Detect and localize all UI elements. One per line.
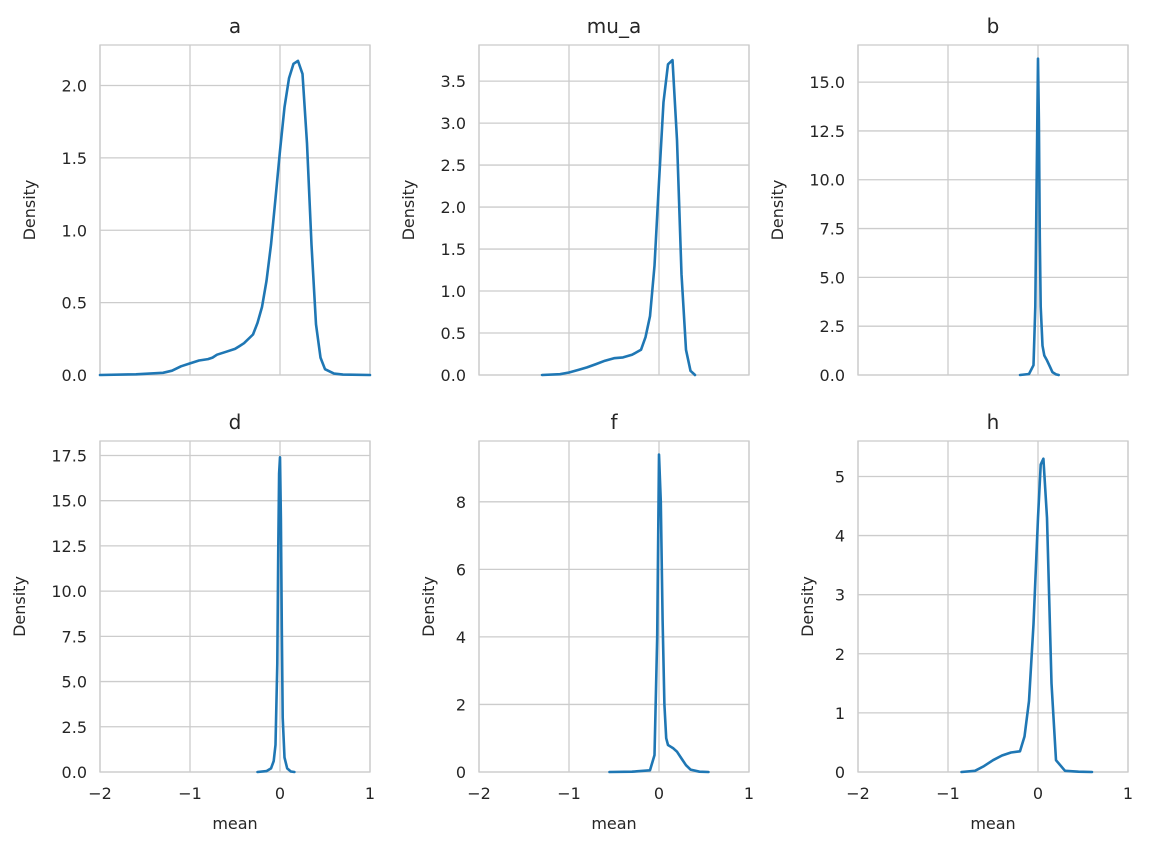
y-tick-label: 2.0 (441, 198, 466, 217)
y-tick-label: 0.5 (62, 294, 87, 313)
y-tick-label: 1.0 (62, 221, 87, 240)
plot-frame (99, 44, 371, 376)
y-tick-label: 0 (456, 763, 466, 782)
density-curve (1018, 57, 1060, 377)
y-tick-label: 10.0 (809, 171, 845, 190)
subplot-title: mu_a (587, 14, 641, 38)
y-tick-label: 2 (456, 695, 466, 714)
y-tick-label: 1.5 (441, 240, 466, 259)
plot-frame (857, 440, 1129, 773)
y-tick-label: 8 (456, 493, 466, 512)
y-tick-label: 7.5 (820, 220, 845, 239)
y-tick-label: 4 (835, 527, 845, 546)
density-curve (960, 457, 1094, 774)
x-tick-label: −1 (557, 784, 581, 803)
subplot-5: −2 −1 0 1 0 2 4 6 8 f Density mean (419, 410, 754, 833)
y-tick-label: 2.0 (62, 77, 87, 96)
subplot-title: b (987, 14, 1000, 38)
density-curve (540, 58, 697, 377)
x-axis-label: mean (970, 814, 1015, 833)
x-tick-label: −2 (88, 784, 112, 803)
y-axis-label: Density (10, 576, 29, 637)
y-axis-label: Density (419, 576, 438, 637)
y-tick-label: 15.0 (51, 492, 87, 511)
y-tick-label: 1.5 (62, 149, 87, 168)
x-tick-label: −2 (467, 784, 491, 803)
y-tick-label: 1 (835, 704, 845, 723)
subplot-title: f (610, 410, 618, 434)
y-tick-label: 5.0 (820, 268, 845, 287)
y-axis-label: Density (798, 576, 817, 637)
y-tick-label: 7.5 (62, 627, 87, 646)
x-tick-label: 0 (654, 784, 664, 803)
y-tick-label: 2.5 (820, 317, 845, 336)
density-curve (256, 456, 296, 774)
y-tick-label: 10.0 (51, 582, 87, 601)
plot-frame (478, 44, 750, 376)
plot-frame (857, 44, 1129, 376)
y-tick-label: 2.5 (62, 718, 87, 737)
y-tick-label: 1.0 (441, 282, 466, 301)
subplot-3: 0.0 2.5 5.0 7.5 10.0 12.5 15.0 b Density (768, 14, 1129, 385)
subplot-title: a (229, 14, 241, 38)
y-tick-label: 0.0 (441, 366, 466, 385)
y-tick-label: 0 (835, 763, 845, 782)
y-tick-label: 4 (456, 628, 466, 647)
y-tick-label: 5.0 (62, 673, 87, 692)
y-tick-label: 6 (456, 560, 466, 579)
y-axis-label: Density (20, 180, 39, 241)
density-curve (608, 453, 710, 774)
y-tick-label: 17.5 (51, 446, 87, 465)
y-tick-label: 2 (835, 645, 845, 664)
subplot-6: −2 −1 0 1 0 1 2 3 4 5 h Density mean (798, 410, 1133, 833)
y-tick-label: 0.5 (441, 324, 466, 343)
x-tick-label: −2 (846, 784, 870, 803)
y-tick-label: 0.0 (62, 763, 87, 782)
y-tick-label: 15.0 (809, 73, 845, 92)
y-axis-label: Density (768, 180, 787, 241)
y-tick-label: 12.5 (51, 537, 87, 556)
y-tick-label: 3.0 (441, 114, 466, 133)
density-curve (98, 59, 372, 377)
x-axis-label: mean (212, 814, 257, 833)
x-tick-label: 1 (365, 784, 375, 803)
subplot-title: h (987, 410, 1000, 434)
y-tick-label: 3.5 (441, 72, 466, 91)
x-tick-label: −1 (936, 784, 960, 803)
y-axis-label: Density (399, 180, 418, 241)
plot-frame (478, 440, 750, 773)
x-tick-label: 0 (1033, 784, 1043, 803)
subplot-4: −2 −1 0 10.02.55.07.510.012.515.017.5dDensi… (10, 410, 375, 833)
y-tick-label: 5 (835, 467, 845, 486)
x-tick-label: 1 (744, 784, 754, 803)
x-tick-label: 1 (1123, 784, 1133, 803)
y-tick-label: 3 (835, 586, 845, 605)
y-tick-label: 0.0 (820, 366, 845, 385)
subplot-1: 0.0 0.5 1.0 1.5 2.0 a Density (20, 14, 372, 385)
x-axis-label: mean (591, 814, 636, 833)
subplot-2: 0.0 0.5 1.0 1.5 2.0 2.5 3.0 3.5 mu_a Density (399, 14, 750, 385)
y-tick-label: 0.0 (62, 366, 87, 385)
subplot-title: d (229, 410, 242, 434)
x-tick-label: 0 (275, 784, 285, 803)
y-tick-label: 12.5 (809, 122, 845, 141)
plot-frame (99, 440, 371, 773)
x-tick-label: −1 (178, 784, 202, 803)
y-tick-label: 2.5 (441, 156, 466, 175)
